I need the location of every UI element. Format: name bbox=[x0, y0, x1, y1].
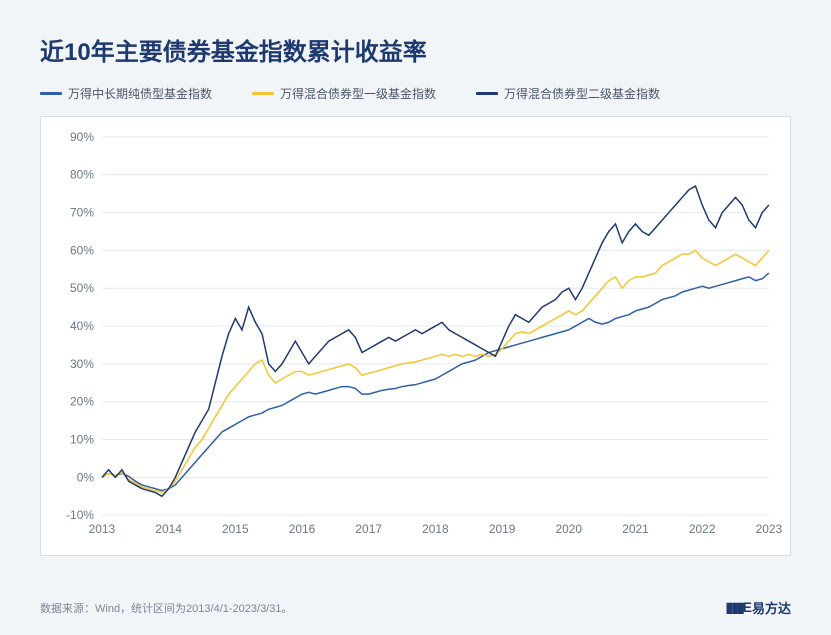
brand-logo: ▮▮▮E 易方达 bbox=[726, 598, 791, 617]
svg-text:-10%: -10% bbox=[66, 508, 94, 522]
svg-text:2022: 2022 bbox=[689, 522, 716, 536]
legend-swatch-0 bbox=[40, 92, 62, 95]
svg-text:90%: 90% bbox=[70, 130, 94, 144]
line-chart-svg: -10% 0% 10% 20% 30% 40% 50% 60% 70% 80% 90% 2013 201… bbox=[41, 117, 790, 555]
chart-card: 近10年主要债券基金指数累计收益率 万得中长期纯债型基金指数 万得混合债券型一级… bbox=[0, 0, 831, 635]
chart-title: 近10年主要债券基金指数累计收益率 bbox=[40, 32, 791, 67]
svg-text:2021: 2021 bbox=[622, 522, 649, 536]
source-text: 数据来源：Wind，统计区间为2013/4/1-2023/3/31。 bbox=[40, 600, 292, 616]
chart-area: -10% 0% 10% 20% 30% 40% 50% 60% 70% 80% 90% 2013 201… bbox=[40, 116, 791, 556]
svg-text:30%: 30% bbox=[70, 357, 94, 371]
legend-swatch-1 bbox=[252, 92, 274, 95]
svg-text:2014: 2014 bbox=[155, 522, 182, 536]
legend-label-1: 万得混合债券型一级基金指数 bbox=[280, 85, 436, 102]
svg-text:2019: 2019 bbox=[489, 522, 516, 536]
svg-text:2016: 2016 bbox=[289, 522, 316, 536]
svg-text:20%: 20% bbox=[70, 395, 94, 409]
svg-text:70%: 70% bbox=[70, 206, 94, 220]
svg-text:2013: 2013 bbox=[89, 522, 116, 536]
legend-item-2: 万得混合债券型二级基金指数 bbox=[476, 85, 660, 102]
logo-text: 易方达 bbox=[752, 598, 791, 617]
svg-text:0%: 0% bbox=[77, 470, 95, 484]
legend-swatch-2 bbox=[476, 92, 498, 95]
svg-text:50%: 50% bbox=[70, 281, 94, 295]
svg-text:80%: 80% bbox=[70, 168, 94, 182]
svg-text:2018: 2018 bbox=[422, 522, 449, 536]
legend-item-1: 万得混合债券型一级基金指数 bbox=[252, 85, 436, 102]
legend-label-2: 万得混合债券型二级基金指数 bbox=[504, 85, 660, 102]
legend-label-0: 万得中长期纯债型基金指数 bbox=[68, 85, 212, 102]
svg-text:40%: 40% bbox=[70, 319, 94, 333]
svg-text:2015: 2015 bbox=[222, 522, 249, 536]
svg-text:2017: 2017 bbox=[355, 522, 382, 536]
svg-text:60%: 60% bbox=[70, 243, 94, 257]
legend-item-0: 万得中长期纯债型基金指数 bbox=[40, 85, 212, 102]
footer: 数据来源：Wind，统计区间为2013/4/1-2023/3/31。 ▮▮▮E … bbox=[40, 598, 791, 617]
svg-text:2020: 2020 bbox=[556, 522, 583, 536]
svg-text:2023: 2023 bbox=[756, 522, 783, 536]
logo-icon: ▮▮▮E bbox=[726, 599, 750, 616]
legend: 万得中长期纯债型基金指数 万得混合债券型一级基金指数 万得混合债券型二级基金指数 bbox=[40, 85, 791, 102]
svg-text:10%: 10% bbox=[70, 433, 94, 447]
